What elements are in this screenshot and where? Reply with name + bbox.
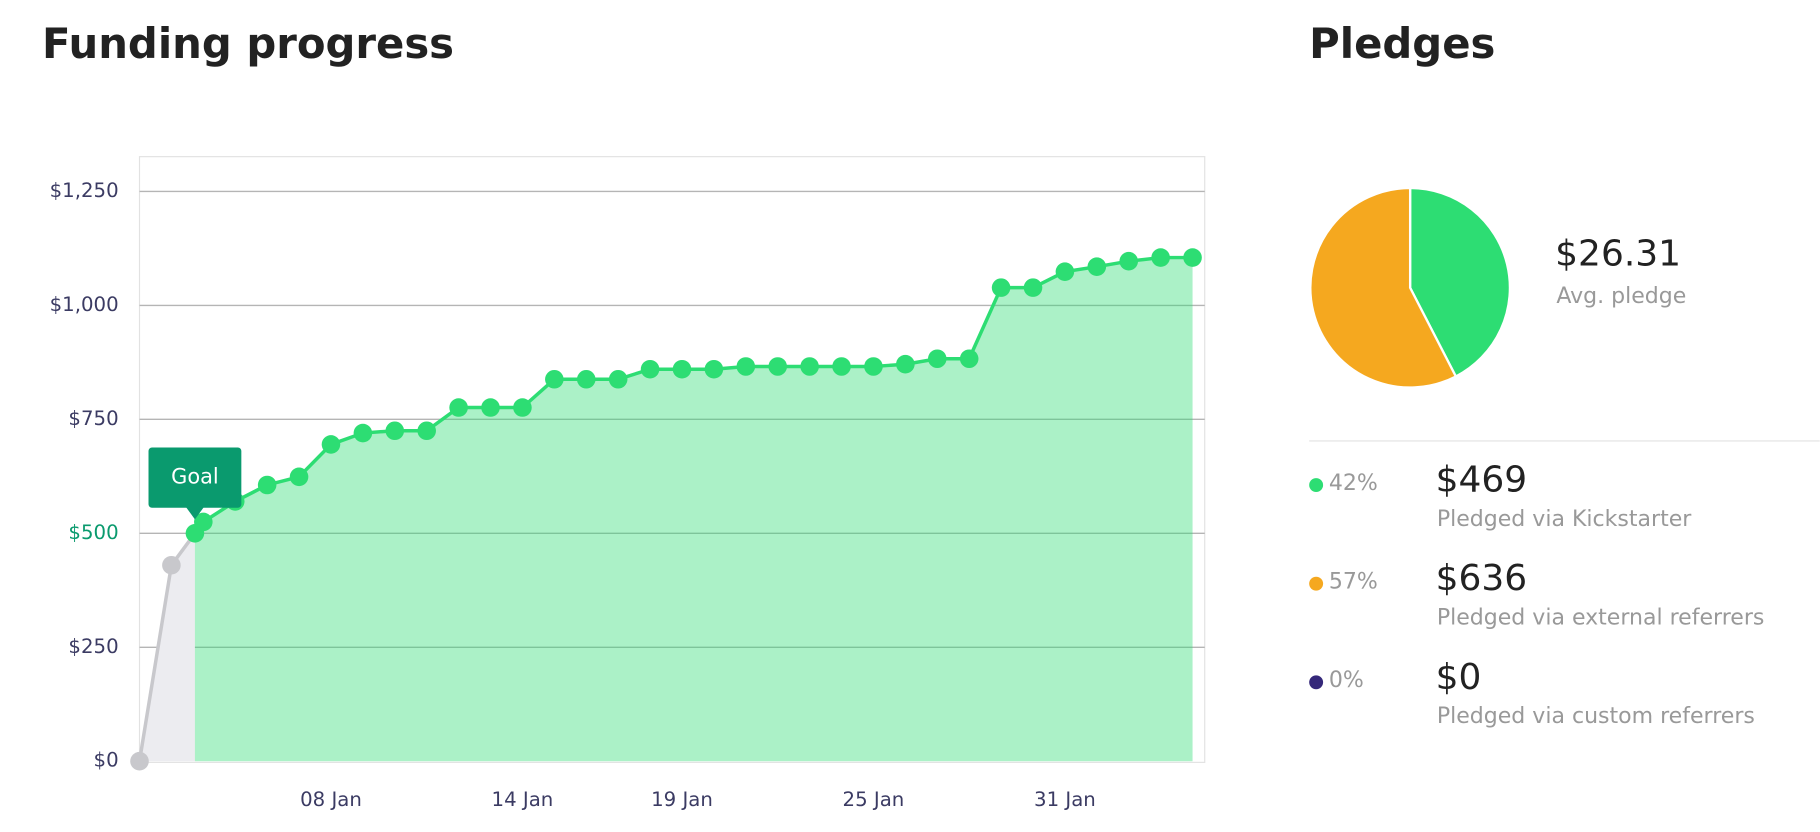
goal-point	[185, 524, 205, 543]
legend-amount: $469	[1436, 460, 1528, 501]
chart-title: Funding progress	[42, 19, 454, 68]
legend-amount: $0	[1436, 657, 1482, 698]
legend-dot	[1309, 478, 1324, 493]
y-tick-label: $250	[68, 635, 118, 658]
data-point	[800, 357, 819, 376]
y-tick-label: $1,250	[50, 179, 119, 202]
x-tick-label: 25 Jan	[843, 788, 905, 811]
data-point	[768, 357, 787, 376]
data-point	[321, 435, 341, 454]
x-tick-label: 14 Jan	[492, 788, 554, 811]
data-point	[385, 421, 405, 441]
data-point	[1055, 262, 1075, 281]
pre-goal-area	[139, 533, 195, 762]
post-goal-area	[194, 257, 1193, 762]
data-point	[1119, 251, 1139, 271]
data-point	[991, 278, 1011, 297]
legend-amount: $636	[1436, 558, 1528, 599]
data-point	[927, 349, 947, 369]
y-tick-label: $1,000	[50, 293, 119, 316]
goal-pointer	[185, 506, 205, 520]
data-point	[608, 369, 628, 389]
x-tick-label: 08 Jan	[300, 788, 362, 811]
y-tick-label: $0	[94, 749, 119, 772]
legend-dot	[1309, 675, 1324, 690]
data-point	[257, 475, 277, 495]
avg-label: Avg. pledge	[1556, 284, 1686, 309]
plot-frame	[138, 156, 1206, 763]
data-point	[672, 359, 692, 379]
data-point	[545, 369, 564, 389]
pie-slice	[1309, 186, 1458, 389]
pledges-title: Pledges	[1309, 19, 1495, 68]
data-point	[449, 398, 468, 417]
legend-name: Pledged via external referrers	[1437, 605, 1765, 630]
data-point	[1151, 248, 1170, 267]
goal-callout	[148, 447, 242, 508]
data-point	[481, 398, 500, 417]
data-point	[832, 357, 851, 376]
legend-name: Pledged via custom referrers	[1437, 704, 1755, 729]
data-point	[353, 423, 373, 443]
avg-pledge: $26.31	[1555, 233, 1681, 274]
data-point	[896, 354, 915, 374]
legend-percent: 57%	[1329, 570, 1378, 595]
legend-percent: 0%	[1329, 668, 1364, 693]
legend-name: Pledged via Kickstarter	[1437, 507, 1692, 532]
data-point	[576, 369, 596, 389]
data-point	[130, 751, 149, 771]
data-point	[959, 349, 979, 369]
data-point	[513, 398, 532, 417]
data-point	[640, 359, 660, 379]
data-point	[704, 359, 724, 379]
data-point	[162, 555, 181, 575]
data-point	[1183, 248, 1202, 267]
data-point	[417, 421, 436, 441]
legend-percent: 42%	[1329, 471, 1378, 496]
data-point	[1023, 278, 1043, 297]
x-tick-label: 19 Jan	[651, 788, 713, 811]
legend-dot	[1309, 576, 1324, 591]
data-point	[736, 357, 756, 376]
pie-slice	[1408, 186, 1512, 379]
data-point	[289, 467, 309, 487]
data-point	[864, 357, 883, 376]
goal-label: Goal	[171, 465, 219, 489]
x-tick-label: 31 Jan	[1034, 788, 1096, 811]
y-tick-label: $500	[68, 521, 118, 544]
y-tick-label: $750	[68, 407, 118, 430]
data-point	[1087, 257, 1107, 276]
